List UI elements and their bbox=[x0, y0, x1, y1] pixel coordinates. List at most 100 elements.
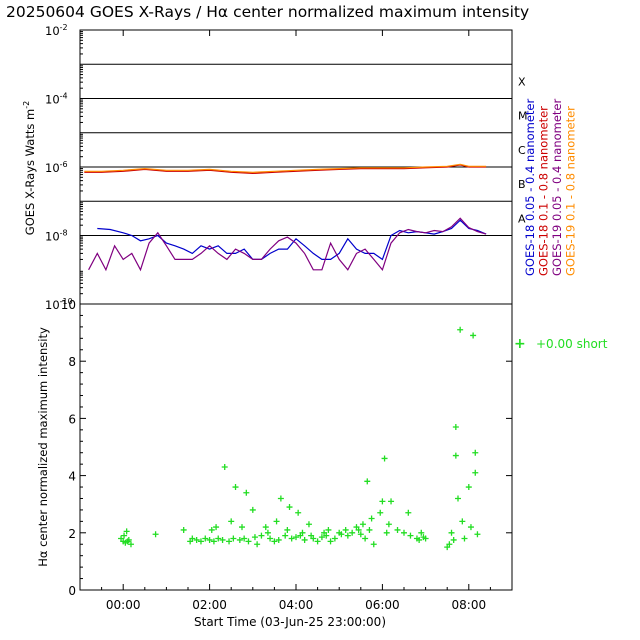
halpha-point bbox=[379, 498, 386, 505]
halpha-y-tick-label: 0 bbox=[68, 584, 76, 598]
goes-y-tick-label: 10-2 bbox=[45, 23, 68, 38]
halpha-legend: + +0.00 short bbox=[514, 336, 608, 352]
goes-y-axis-label: GOES X-Rays Watts m-2 bbox=[22, 101, 37, 235]
halpha-point bbox=[219, 536, 226, 543]
goes-series-group bbox=[84, 163, 487, 272]
halpha-point bbox=[245, 538, 252, 545]
figure-title: 20250604 GOES X-Rays / Hα center normali… bbox=[6, 3, 529, 21]
halpha-point bbox=[377, 509, 384, 516]
halpha-point bbox=[125, 536, 132, 543]
halpha-point bbox=[362, 535, 369, 542]
halpha-y-tick-label: 6 bbox=[68, 412, 76, 426]
goes-legend-entry: GOES-19 0.1 - 0.8 nanometer bbox=[564, 106, 578, 276]
halpha-point bbox=[381, 455, 388, 462]
flare-class-label: X bbox=[518, 75, 526, 88]
halpha-point bbox=[286, 504, 293, 511]
halpha-point bbox=[323, 532, 330, 539]
flare-class-lines bbox=[80, 63, 512, 236]
halpha-point bbox=[226, 538, 233, 545]
halpha-point bbox=[221, 464, 228, 471]
halpha-y-tick-label: 4 bbox=[68, 470, 76, 484]
halpha-point bbox=[455, 495, 461, 502]
halpha-point bbox=[121, 532, 128, 539]
halpha-point bbox=[459, 518, 466, 525]
flare-class-label: A bbox=[518, 212, 526, 225]
halpha-point bbox=[470, 332, 477, 339]
halpha-point bbox=[349, 529, 356, 536]
halpha-point bbox=[344, 532, 351, 539]
halpha-y-axis-label: Hα center normalized maximum intensity bbox=[36, 327, 50, 567]
halpha-point bbox=[310, 535, 317, 542]
halpha-point bbox=[416, 536, 423, 543]
halpha-point bbox=[239, 524, 245, 531]
halpha-point bbox=[338, 531, 345, 538]
halpha-ticks bbox=[79, 30, 513, 591]
halpha-legend-marker: + bbox=[514, 336, 526, 352]
halpha-point bbox=[243, 489, 250, 496]
halpha-point bbox=[452, 423, 459, 430]
halpha-point bbox=[202, 535, 209, 542]
halpha-y-tick-label: 2 bbox=[68, 527, 76, 541]
halpha-point bbox=[385, 521, 392, 528]
halpha-point bbox=[383, 529, 390, 536]
halpha-point bbox=[284, 526, 291, 533]
halpha-point bbox=[368, 515, 375, 522]
halpha-point bbox=[275, 536, 282, 543]
halpha-point bbox=[241, 535, 248, 542]
halpha-point bbox=[418, 529, 425, 536]
halpha-point bbox=[318, 534, 325, 541]
time-x-tick-label: 02:00 bbox=[192, 598, 227, 612]
flare-class-labels: X M C B A bbox=[518, 75, 528, 225]
halpha-point bbox=[327, 538, 334, 545]
halpha-point bbox=[331, 535, 338, 542]
halpha-point bbox=[288, 535, 295, 542]
halpha-point bbox=[127, 541, 134, 548]
halpha-point bbox=[180, 526, 187, 533]
halpha-point bbox=[189, 535, 196, 542]
halpha-point bbox=[123, 528, 130, 535]
halpha-point bbox=[401, 529, 407, 536]
halpha-point bbox=[465, 484, 472, 491]
time-x-tick-labels: 00:00 02:00 04:00 06:00 08:00 bbox=[106, 598, 486, 612]
halpha-point bbox=[366, 526, 373, 533]
halpha-point bbox=[325, 526, 332, 533]
halpha-point bbox=[232, 484, 239, 491]
halpha-point bbox=[295, 509, 302, 516]
halpha-point bbox=[305, 521, 312, 528]
halpha-point bbox=[228, 518, 235, 525]
goes-legend-entry: GOES-18 0.05 - 0.4 nanometer bbox=[523, 99, 537, 277]
halpha-point bbox=[215, 535, 222, 542]
halpha-y-tick-label: 10 bbox=[61, 298, 76, 312]
halpha-point bbox=[357, 531, 364, 538]
time-x-tick-label: 04:00 bbox=[279, 598, 314, 612]
halpha-point bbox=[236, 536, 243, 543]
flare-class-label: M bbox=[518, 110, 528, 123]
halpha-point bbox=[262, 524, 269, 531]
halpha-point bbox=[197, 538, 204, 545]
halpha-point bbox=[264, 529, 271, 536]
halpha-point bbox=[299, 529, 306, 536]
time-x-tick-label: 06:00 bbox=[365, 598, 400, 612]
goes-y-tick-label: 10-8 bbox=[45, 229, 68, 244]
halpha-point bbox=[314, 538, 321, 545]
time-x-axis-label: Start Time (03-Jun-25 23:00:00) bbox=[194, 615, 386, 629]
halpha-point bbox=[467, 524, 474, 531]
halpha-point bbox=[388, 498, 395, 505]
halpha-point bbox=[407, 532, 414, 539]
goes-xray-panel: 10-2 10-4 10-6 10-8 10-10 X M C B A GOES X-Rays … bbox=[22, 23, 578, 312]
halpha-point bbox=[394, 526, 401, 533]
halpha-point bbox=[342, 526, 349, 533]
halpha-point bbox=[301, 536, 308, 543]
goes-y-tick-label: 10-10 bbox=[45, 297, 73, 312]
goes-legend-entry: GOES-19 0.05 - 0.4 nanometer bbox=[550, 99, 564, 277]
flare-class-label: B bbox=[518, 178, 526, 191]
halpha-point bbox=[282, 532, 289, 539]
halpha-point bbox=[249, 506, 256, 513]
flare-class-label: C bbox=[518, 144, 526, 157]
halpha-point bbox=[448, 529, 455, 536]
halpha-point bbox=[452, 452, 459, 459]
goes-y-tick-label: 10-6 bbox=[45, 160, 68, 175]
goes-y-tick-labels: 10-2 10-4 10-6 10-8 10-10 bbox=[45, 23, 73, 312]
halpha-points-group bbox=[118, 326, 481, 551]
